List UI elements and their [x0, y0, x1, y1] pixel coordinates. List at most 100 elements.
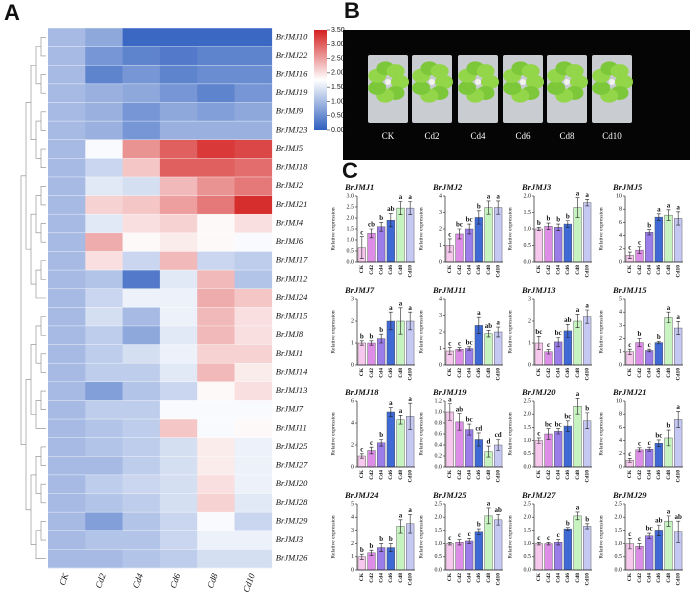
heat-cell — [159, 381, 198, 401]
significance-letter: c — [638, 535, 641, 543]
plant-center — [609, 79, 615, 85]
subplot-title: BrJMJ2 — [432, 182, 463, 192]
y-tick-label: 2 — [619, 336, 622, 342]
x-tick-label: Cd2 — [546, 470, 552, 480]
x-tick-label: Cd4 — [646, 368, 652, 378]
leaf — [430, 64, 449, 79]
heat-cell — [48, 512, 86, 532]
error-bar — [369, 549, 374, 556]
plant-center — [385, 79, 391, 85]
significance-letter: b — [389, 535, 393, 543]
heat-cell — [122, 288, 161, 308]
significance-letter: b — [638, 330, 642, 338]
y-tick-label: 0.5 — [615, 554, 623, 560]
significance-letter: a — [676, 403, 680, 411]
x-tick-label: Cd8 — [398, 265, 404, 275]
error-bar — [656, 524, 661, 536]
heat-cell — [159, 363, 198, 383]
bar — [396, 419, 405, 468]
error-bar — [556, 539, 561, 546]
column-label: Cd8 — [205, 572, 220, 590]
leaf — [610, 64, 629, 79]
bar — [563, 223, 572, 263]
y-axis-label: Relative expression — [598, 310, 604, 353]
heat-cell — [85, 530, 123, 550]
heat-cell — [122, 214, 161, 234]
subplot-title: BrJMJ15 — [612, 285, 647, 295]
y-tick-label: 2.0 — [347, 215, 355, 221]
significance-letter: c — [370, 439, 373, 447]
heat-cell — [85, 549, 123, 569]
significance-letter: bc — [535, 328, 542, 336]
y-tick-label: 0 — [528, 362, 531, 368]
x-tick-label: CK — [627, 469, 633, 478]
y-tick-label: 1 — [528, 340, 531, 346]
significance-letter: a — [408, 193, 412, 201]
y-tick-label: 0 — [619, 464, 622, 470]
subplot-title: BrJMJ20 — [521, 387, 556, 397]
significance-letter: bc — [555, 329, 562, 337]
subplot-title: BrJMJ25 — [432, 490, 467, 500]
row-label: BrJMJ18 — [276, 162, 308, 172]
significance-letter: a — [667, 507, 671, 515]
heat-cell — [85, 474, 123, 494]
bar — [645, 448, 654, 468]
significance-letter: c — [648, 341, 651, 349]
photo-label: Cd4 — [470, 131, 486, 141]
heat-cell — [159, 400, 198, 420]
x-tick-label: CK — [359, 572, 365, 581]
x-tick-label: Cd4 — [378, 368, 384, 378]
significance-letter: b — [360, 546, 364, 554]
error-bar — [546, 222, 551, 230]
heat-cell — [197, 437, 235, 457]
significance-letter: a — [408, 506, 412, 514]
significance-letter: a — [487, 500, 491, 508]
significance-letter: b — [379, 431, 383, 439]
heat-cell — [122, 28, 161, 47]
error-bar — [637, 246, 642, 254]
y-tick-label: 1 — [439, 346, 442, 352]
column-label: Cd4 — [131, 572, 146, 590]
heat-cell — [234, 437, 273, 457]
significance-letter: c — [468, 530, 471, 538]
y-tick-label: 1.0 — [435, 409, 443, 415]
bar — [377, 442, 386, 468]
x-tick-label: Cd8 — [575, 265, 581, 275]
heat-cell — [159, 139, 198, 159]
y-tick-label: 2.0 — [524, 412, 532, 418]
heat-cell — [85, 344, 123, 364]
heat-cell — [85, 158, 123, 178]
axes — [356, 401, 415, 468]
subplot-title: BrJMJ24 — [344, 490, 379, 500]
heat-cell — [48, 121, 86, 141]
heat-cell — [48, 102, 86, 122]
y-tick-label: 4 — [619, 233, 622, 239]
heat-cell — [234, 139, 273, 159]
dendrogram — [35, 195, 41, 234]
y-tick-label: 2.0 — [524, 193, 532, 199]
dendrogram — [40, 483, 46, 504]
axes — [356, 504, 415, 571]
heat-cell — [122, 139, 161, 159]
x-tick-label: Cd2 — [457, 368, 463, 378]
error-bar — [536, 437, 541, 444]
error-bar — [546, 541, 551, 546]
heat-cell — [159, 251, 198, 271]
heat-cell — [159, 530, 198, 550]
significance-letter: d — [487, 438, 491, 446]
x-tick-label: Cd2 — [637, 368, 643, 378]
leaf — [615, 75, 633, 89]
error-bar — [379, 333, 384, 344]
axes — [444, 196, 503, 263]
x-tick-label: CK — [536, 469, 542, 478]
bar — [635, 449, 644, 468]
error-bar — [676, 211, 681, 226]
y-tick-label: 1.5 — [524, 425, 532, 431]
error-bar — [575, 398, 580, 415]
y-tick-label: 2.0 — [524, 515, 532, 521]
significance-letter: b — [379, 535, 383, 543]
dendrogram — [40, 74, 46, 94]
heat-cell — [48, 400, 86, 420]
heat-cell — [234, 363, 273, 383]
significance-letter: b — [547, 215, 551, 223]
